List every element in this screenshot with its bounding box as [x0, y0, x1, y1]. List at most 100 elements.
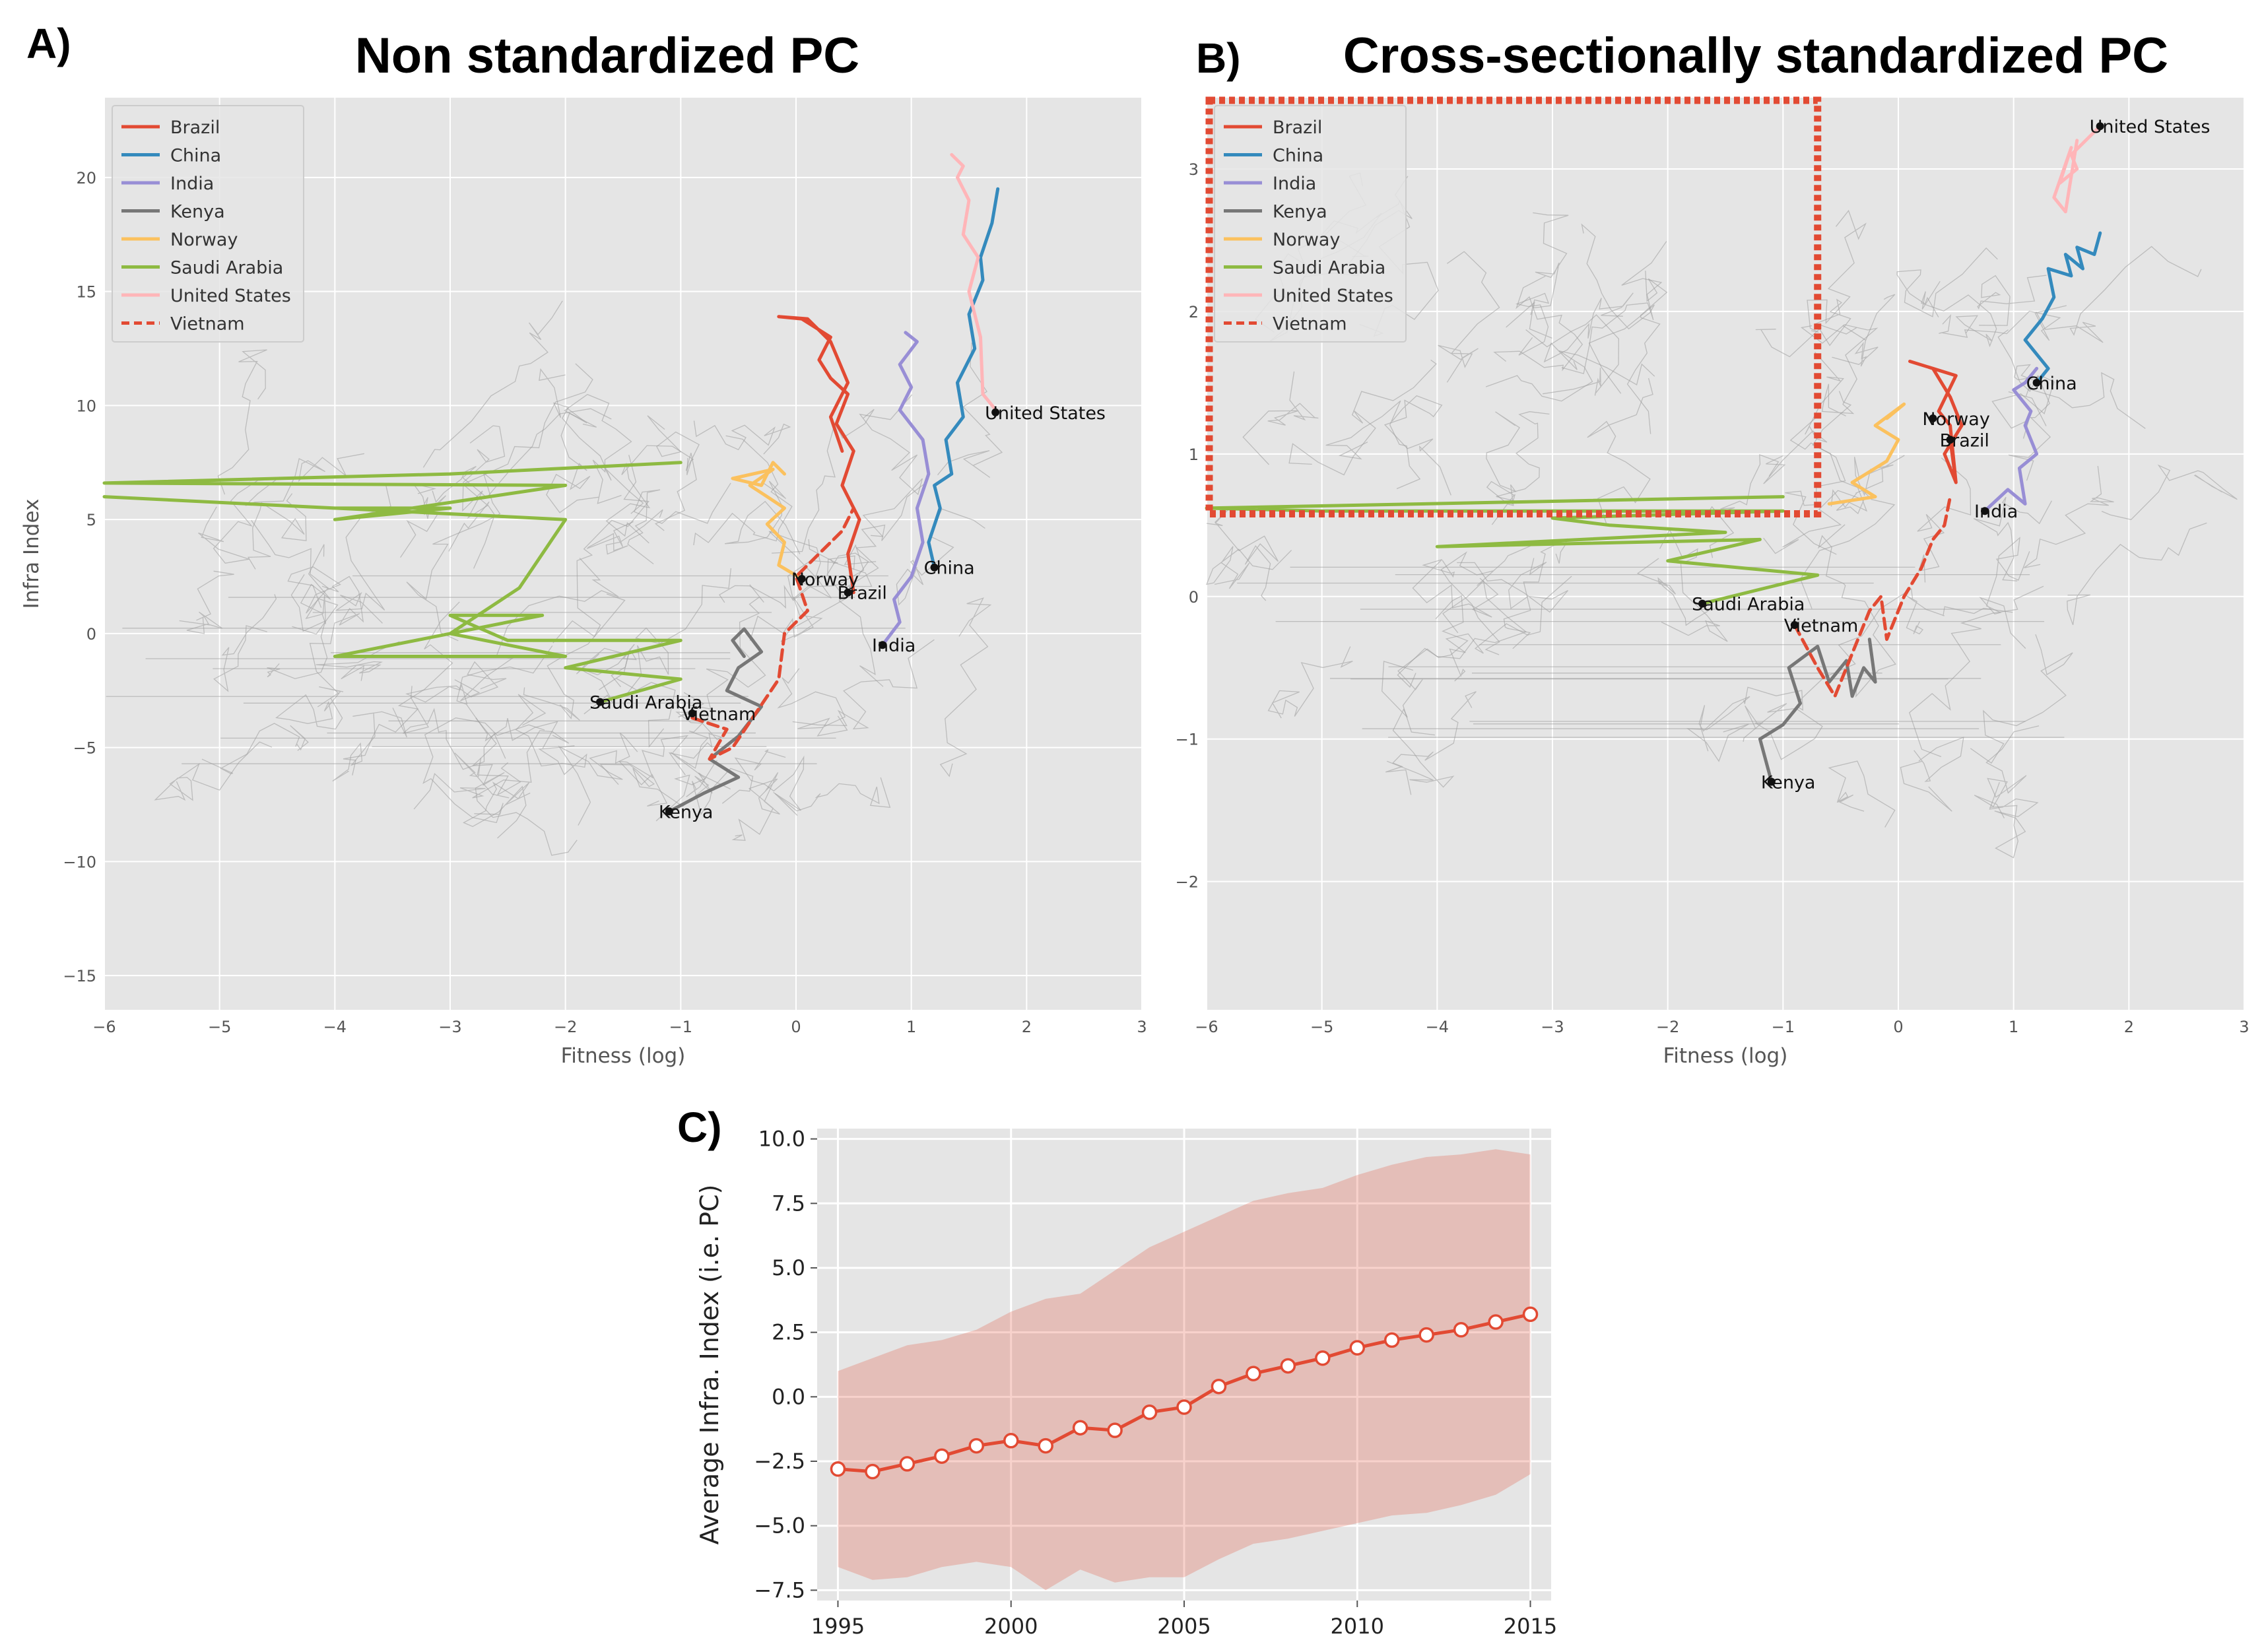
background-trajectory: [1686, 696, 1750, 762]
background-trajectory: [576, 647, 676, 748]
background-trajectory: [1763, 351, 1845, 484]
series-line: [731, 461, 804, 581]
data-point: [865, 1463, 881, 1480]
data-point: [1176, 1399, 1192, 1415]
background-trajectory: [1440, 543, 1537, 655]
background-trajectory: [792, 639, 935, 730]
data-point: [830, 1461, 846, 1477]
x-tick-label: −5: [1310, 1018, 1333, 1036]
series-line: [1908, 360, 1964, 484]
legend-label: Kenya: [170, 202, 225, 222]
legend-label: Brazil: [1273, 117, 1322, 138]
x-tick-label: −3: [438, 1018, 461, 1036]
annotation-label: Norway: [1922, 409, 1989, 430]
annotation-dot: [596, 698, 605, 706]
background-trajectory: [1705, 454, 1780, 558]
background-trajectory: [859, 394, 923, 537]
series-line: [1983, 366, 2039, 513]
legend: Brazil China India Kenya Norway Saudi Arabia U…: [1214, 105, 1407, 343]
legend-label: Vietnam: [170, 314, 245, 335]
annotation-dot: [1698, 599, 1707, 608]
annotation-label: Kenya: [1761, 773, 1816, 793]
y-tick-label: 7.5: [772, 1191, 805, 1216]
y-tick-label: 2.5: [772, 1320, 805, 1345]
data-point: [899, 1456, 916, 1472]
legend-label: United States: [1273, 286, 1393, 306]
annotation-label: Saudi Arabia: [1692, 595, 1805, 615]
x-tick-label: 2: [2124, 1018, 2134, 1036]
series-line: [102, 461, 683, 704]
x-tick-label: 2005: [1157, 1614, 1211, 1639]
series-line: [1793, 495, 1952, 698]
series-line: [2023, 231, 2102, 385]
legend-label: Saudi Arabia: [1273, 258, 1385, 279]
data-point: [1038, 1437, 1053, 1454]
annotation-label: India: [872, 636, 916, 656]
y-tick-label: −2.5: [754, 1449, 805, 1474]
x-tick-label: 1: [906, 1018, 916, 1036]
data-point: [1315, 1350, 1331, 1366]
legend-label: Norway: [1273, 230, 1340, 250]
background-trajectory: [552, 455, 649, 644]
x-tick-label: −4: [323, 1018, 347, 1036]
background-trajectory: [1832, 294, 1896, 367]
x-tick-label: −4: [1426, 1018, 1449, 1036]
annotation-dot: [844, 588, 852, 597]
background-trajectory: [1496, 411, 1550, 506]
x-tick-label: 3: [2239, 1018, 2249, 1036]
data-point: [1280, 1358, 1296, 1374]
legend-frame: [112, 105, 304, 343]
data-point: [1418, 1327, 1434, 1343]
background-trajectory: [1397, 579, 1527, 688]
background-trajectory: [772, 409, 875, 554]
series-line: [927, 187, 1000, 570]
background-trajectory: [618, 735, 689, 807]
background-trajectory: [454, 752, 521, 799]
background-trajectory: [2036, 246, 2202, 343]
background-trajectory: [1267, 646, 1353, 719]
background-trajectory: [1493, 275, 1583, 372]
legend-label: Kenya: [1273, 202, 1327, 222]
background-trajectory: [1457, 558, 1568, 613]
y-tick-label: −5.0: [754, 1513, 805, 1538]
y-tick-label: −1: [1176, 731, 1199, 749]
y-tick-label: 10: [76, 397, 96, 415]
y-tick-label: −5: [73, 739, 96, 758]
background-trajectory: [1817, 524, 1896, 698]
x-tick-label: 0: [1893, 1018, 1903, 1036]
annotation-dot: [991, 408, 1000, 416]
annotation-label: Brazil: [838, 583, 887, 604]
highlight-box: [1205, 96, 1822, 518]
background-trajectory: [1503, 538, 1568, 649]
panel-b-chart: −6 −5 −4 −3 −2 −1 0 1 2 3 −2 −1 0 1 2 3 United States Chi…: [1176, 96, 2249, 1068]
background-trajectory: [1383, 395, 1451, 496]
background-trajectory: [719, 544, 877, 609]
background-trajectory: [546, 412, 599, 513]
background-trajectory: [413, 730, 570, 810]
legend-frame: [1214, 105, 1407, 343]
data-point: [1488, 1314, 1504, 1330]
x-tick-label: −6: [92, 1018, 116, 1036]
background-trajectory: [1921, 281, 1997, 348]
background-trajectory: [179, 570, 234, 634]
background-trajectory: [292, 544, 339, 635]
annotation-dot: [1946, 436, 1954, 444]
legend: Brazil China India Kenya Norway Saudi Arabia U…: [112, 105, 304, 343]
series-line: [950, 152, 1000, 414]
y-axis-label: Infra Index: [20, 499, 44, 609]
y-tick-label: 10.0: [758, 1127, 805, 1152]
background-trajectory: [213, 594, 277, 692]
y-tick-label: 5.0: [772, 1255, 805, 1280]
background-trajectory: [1397, 595, 1469, 736]
background-trajectory: [668, 692, 723, 776]
panel-c-letter: C): [677, 1104, 722, 1151]
background-trajectory: [539, 368, 644, 514]
background-trajectory: [1543, 292, 1634, 370]
panel-b-title: Cross-sectionally standardized PC: [1343, 28, 2168, 84]
y-tick-label: −15: [63, 967, 96, 985]
y-tick-label: 0: [86, 625, 96, 644]
annotation-dot: [879, 641, 886, 649]
x-axis-label: Fitness (log): [1663, 1044, 1788, 1068]
data-point: [1453, 1322, 1469, 1338]
